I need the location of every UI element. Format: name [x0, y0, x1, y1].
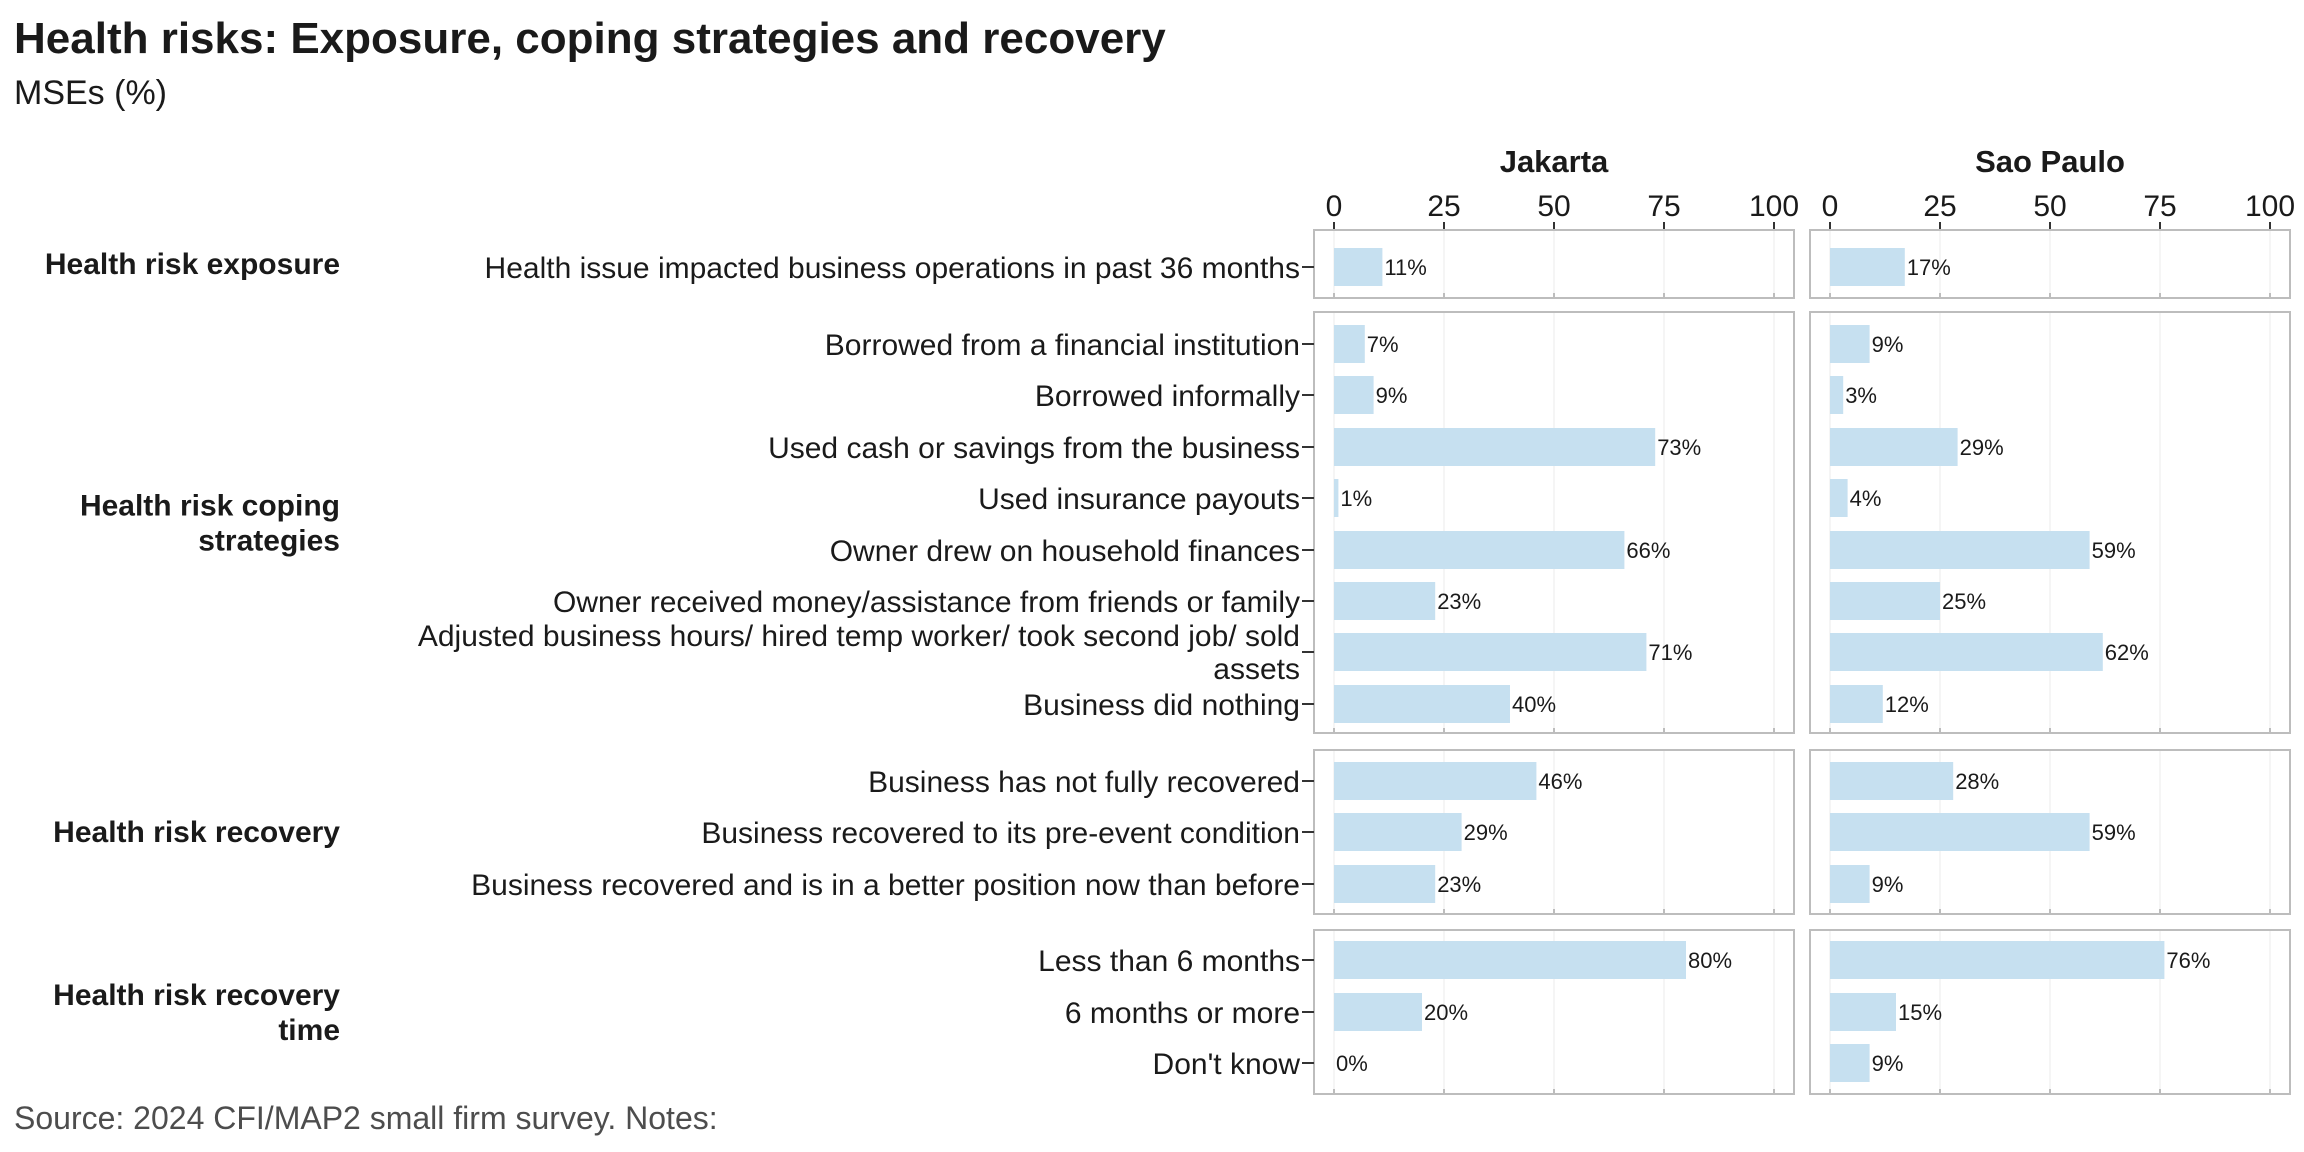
category-label-adjusted-business-hours-hired-temp-worker-took-second-job-sold-assets: Adjusted business hours/ hired temp work… [418, 620, 1300, 686]
x-tick-label-sao-paulo-0: 0 [1822, 190, 1839, 223]
x-tick-label-sao-paulo-100: 100 [2245, 190, 2295, 223]
x-tick-label-sao-paulo-25: 25 [1923, 190, 1956, 223]
bar-jakarta-borrowed-from-a-financial-institution [1334, 325, 1365, 363]
facet-label-sao-paulo: Sao Paulo [1975, 144, 2125, 179]
bar-jakarta-adjusted-business-hours-hired-temp-worker-took-second-job-sold-assets [1334, 633, 1647, 671]
bar-sao-paulo-business-has-not-fully-recovered [1830, 762, 1954, 800]
bar-jakarta-health-issue-impacted-business-operations-in-past-36-months [1334, 248, 1383, 286]
bar-sao-paulo-less-than-6-months [1830, 941, 2165, 979]
bar-sao-paulo-borrowed-informally [1830, 376, 1844, 414]
group-label-health-risk-recovery: Health risk recovery [53, 816, 340, 849]
data-label-sao-paulo-6-months-or-more: 15% [1898, 1000, 1942, 1025]
category-label-borrowed-informally: Borrowed informally [1035, 380, 1300, 413]
bar-jakarta-business-recovered-to-its-pre-event-condition [1334, 813, 1462, 851]
data-label-sao-paulo-business-has-not-fully-recovered: 28% [1955, 769, 1999, 794]
data-label-jakarta-owner-received-money-assistance-from-friends-or-family: 23% [1437, 589, 1481, 614]
data-label-sao-paulo-don-t-know: 9% [1872, 1051, 1904, 1076]
x-tick-label-sao-paulo-75: 75 [2143, 190, 2176, 223]
data-label-sao-paulo-less-than-6-months: 76% [2166, 948, 2210, 973]
group-label-health-risk-recovery-time: Health risk recovery time [53, 979, 340, 1047]
group-label-health-risk-coping-strategies: Health risk coping strategies [80, 490, 340, 558]
data-label-jakarta-health-issue-impacted-business-operations-in-past-36-months: 11% [1384, 255, 1426, 280]
bar-jakarta-owner-drew-on-household-finances [1334, 531, 1625, 569]
category-label-6-months-or-more: 6 months or more [1065, 997, 1300, 1030]
bar-sao-paulo-borrowed-from-a-financial-institution [1830, 325, 1870, 363]
category-label-don-t-know: Don't know [1153, 1048, 1301, 1081]
data-label-jakarta-used-insurance-payouts: 1% [1340, 486, 1372, 511]
category-label-owner-received-money-assistance-from-friends-or-family: Owner received money/assistance from fri… [553, 586, 1300, 619]
category-label-business-did-nothing: Business did nothing [1023, 689, 1300, 722]
bar-sao-paulo-owner-received-money-assistance-from-friends-or-family [1830, 582, 1940, 620]
bar-jakarta-less-than-6-months [1334, 941, 1686, 979]
bar-jakarta-business-has-not-fully-recovered [1334, 762, 1537, 800]
data-label-sao-paulo-owner-received-money-assistance-from-friends-or-family: 25% [1942, 589, 1986, 614]
bar-sao-paulo-health-issue-impacted-business-operations-in-past-36-months [1830, 248, 1905, 286]
x-tick-label-jakarta-25: 25 [1427, 190, 1460, 223]
bar-sao-paulo-used-cash-or-savings-from-the-business [1830, 428, 1958, 466]
data-label-sao-paulo-borrowed-informally: 3% [1845, 383, 1877, 408]
category-label-less-than-6-months: Less than 6 months [1038, 945, 1300, 978]
data-label-sao-paulo-borrowed-from-a-financial-institution: 9% [1872, 332, 1904, 357]
x-tick-label-jakarta-50: 50 [1537, 190, 1570, 223]
data-label-sao-paulo-business-did-nothing: 12% [1885, 692, 1929, 717]
data-label-sao-paulo-business-recovered-to-its-pre-event-condition: 59% [2092, 820, 2136, 845]
chart-title: Health risks: Exposure, coping strategie… [14, 14, 1166, 63]
bar-sao-paulo-owner-drew-on-household-finances [1830, 531, 2090, 569]
bar-sao-paulo-business-recovered-to-its-pre-event-condition [1830, 813, 2090, 851]
bar-sao-paulo-adjusted-business-hours-hired-temp-worker-took-second-job-sold-assets [1830, 633, 2103, 671]
x-tick-label-jakarta-75: 75 [1647, 190, 1680, 223]
bar-jakarta-owner-received-money-assistance-from-friends-or-family [1334, 582, 1436, 620]
category-label-owner-drew-on-household-finances: Owner drew on household finances [830, 535, 1300, 568]
category-label-borrowed-from-a-financial-institution: Borrowed from a financial institution [825, 329, 1300, 362]
category-label-business-recovered-to-its-pre-event-condition: Business recovered to its pre-event cond… [701, 817, 1300, 850]
data-label-jakarta-business-recovered-and-is-in-a-better-position-now-than-before: 23% [1437, 872, 1481, 897]
data-label-jakarta-6-months-or-more: 20% [1424, 1000, 1468, 1025]
data-label-jakarta-business-did-nothing: 40% [1512, 692, 1556, 717]
bar-jakarta-business-did-nothing [1334, 685, 1510, 723]
bar-sao-paulo-6-months-or-more [1830, 993, 1896, 1031]
group-label-health-risk-exposure: Health risk exposure [45, 248, 340, 281]
category-label-business-recovered-and-is-in-a-better-position-now-than-before: Business recovered and is in a better po… [471, 869, 1300, 902]
data-label-sao-paulo-used-insurance-payouts: 4% [1850, 486, 1882, 511]
data-label-jakarta-borrowed-informally: 9% [1376, 383, 1408, 408]
category-label-business-has-not-fully-recovered: Business has not fully recovered [868, 766, 1300, 799]
data-label-jakarta-adjusted-business-hours-hired-temp-worker-took-second-job-sold-assets: 71% [1648, 640, 1692, 665]
category-label-health-issue-impacted-business-operations-in-past-36-months: Health issue impacted business operation… [485, 252, 1300, 285]
facet-label-jakarta: Jakarta [1500, 144, 1609, 179]
data-label-jakarta-business-recovered-to-its-pre-event-condition: 29% [1464, 820, 1508, 845]
data-label-jakarta-owner-drew-on-household-finances: 66% [1626, 538, 1670, 563]
chart-subtitle: MSEs (%) [14, 74, 167, 112]
chart-source: Source: 2024 CFI/MAP2 small firm survey.… [14, 1100, 718, 1136]
bar-jakarta-used-cash-or-savings-from-the-business [1334, 428, 1656, 466]
data-label-sao-paulo-health-issue-impacted-business-operations-in-past-36-months: 17% [1907, 255, 1951, 280]
data-label-sao-paulo-owner-drew-on-household-finances: 59% [2092, 538, 2136, 563]
category-label-used-insurance-payouts: Used insurance payouts [978, 483, 1300, 516]
data-label-sao-paulo-used-cash-or-savings-from-the-business: 29% [1960, 435, 2004, 460]
bar-jakarta-6-months-or-more [1334, 993, 1422, 1031]
bar-sao-paulo-don-t-know [1830, 1044, 1870, 1082]
category-label-used-cash-or-savings-from-the-business: Used cash or savings from the business [768, 432, 1300, 465]
data-label-jakarta-less-than-6-months: 80% [1688, 948, 1732, 973]
x-tick-label-jakarta-0: 0 [1326, 190, 1343, 223]
bar-sao-paulo-business-did-nothing [1830, 685, 1883, 723]
data-label-jakarta-used-cash-or-savings-from-the-business: 73% [1657, 435, 1701, 460]
data-label-jakarta-borrowed-from-a-financial-institution: 7% [1367, 332, 1399, 357]
bar-sao-paulo-business-recovered-and-is-in-a-better-position-now-than-before [1830, 865, 1870, 903]
x-tick-label-jakarta-100: 100 [1749, 190, 1799, 223]
data-label-jakarta-business-has-not-fully-recovered: 46% [1538, 769, 1582, 794]
bar-jakarta-borrowed-informally [1334, 376, 1374, 414]
bar-jakarta-used-insurance-payouts [1334, 479, 1339, 517]
bar-sao-paulo-used-insurance-payouts [1830, 479, 1848, 517]
x-tick-label-sao-paulo-50: 50 [2033, 190, 2066, 223]
data-label-sao-paulo-adjusted-business-hours-hired-temp-worker-took-second-job-sold-assets: 62% [2105, 640, 2149, 665]
data-label-sao-paulo-business-recovered-and-is-in-a-better-position-now-than-before: 9% [1872, 872, 1904, 897]
bar-jakarta-business-recovered-and-is-in-a-better-position-now-than-before [1334, 865, 1436, 903]
data-label-jakarta-don-t-know: 0% [1336, 1051, 1368, 1076]
